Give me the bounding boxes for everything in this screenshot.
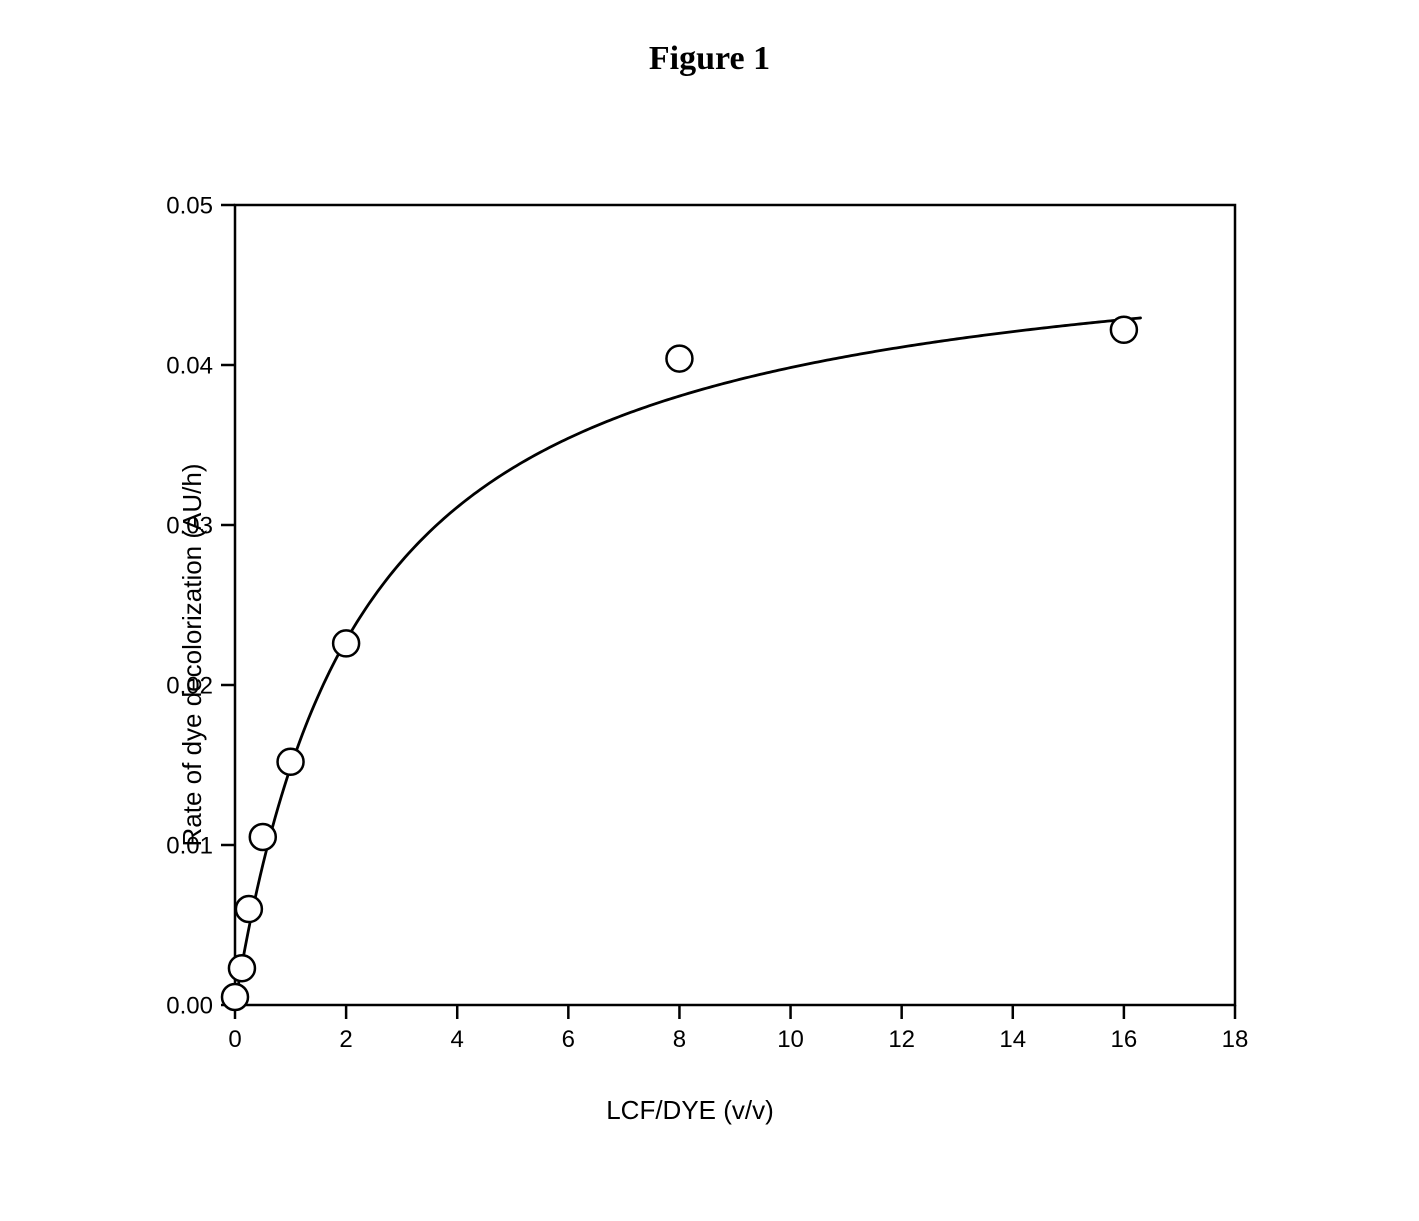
- data-point: [666, 346, 692, 372]
- data-point: [333, 630, 359, 656]
- plot-border: [235, 205, 1235, 1005]
- data-point: [278, 749, 304, 775]
- x-tick-label: 18: [1222, 1026, 1249, 1053]
- data-point: [1111, 317, 1137, 343]
- x-tick-label: 6: [562, 1026, 575, 1053]
- x-tick-label: 8: [673, 1026, 686, 1053]
- x-tick-label: 12: [888, 1026, 915, 1053]
- x-tick-label: 16: [1111, 1026, 1138, 1053]
- chart-svg: 0246810121416180.000.010.020.030.040.05: [115, 185, 1265, 1065]
- x-tick-label: 2: [339, 1026, 352, 1053]
- figure-title: Figure 1: [0, 40, 1419, 78]
- data-point: [236, 896, 262, 922]
- x-axis-label: LCF/DYE (v/v): [115, 1095, 1265, 1126]
- data-point: [250, 824, 276, 850]
- x-tick-label: 10: [777, 1026, 804, 1053]
- chart-container: Rate of dye decolorization (AU/h) 0 2 4 6 8 1…: [115, 185, 1265, 1070]
- data-point: [229, 955, 255, 981]
- x-tick-label: 0: [228, 1026, 241, 1053]
- y-axis-label: Rate of dye decolorization (AU/h): [177, 305, 208, 1005]
- x-tick-label: 14: [999, 1026, 1026, 1053]
- x-tick-label: 4: [451, 1026, 464, 1053]
- y-tick-label: 0.05: [166, 192, 213, 219]
- data-point: [222, 984, 248, 1010]
